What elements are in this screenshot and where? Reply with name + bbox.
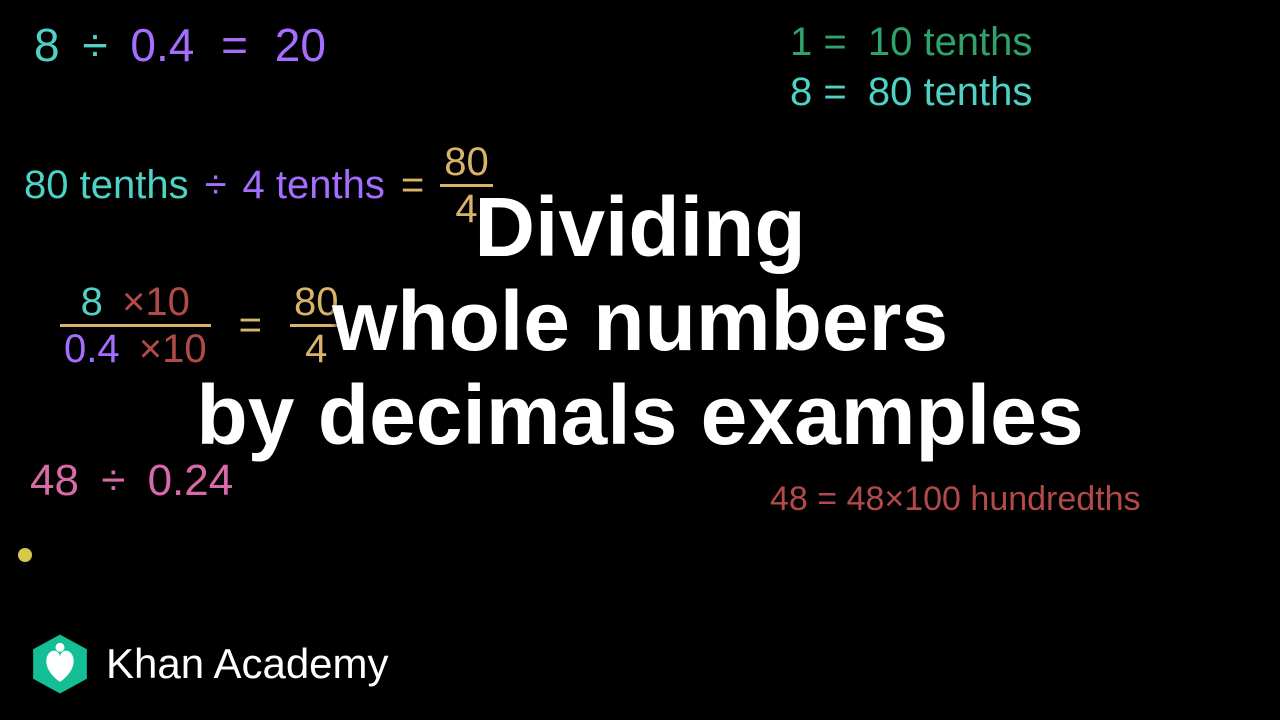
eq4-a: 48 <box>30 456 79 505</box>
eq4: 48 ÷ 0.24 <box>30 456 233 506</box>
eq4-div: ÷ <box>101 456 125 505</box>
khan-logo-icon <box>28 632 92 696</box>
eq1: 8 ÷ 0.4 = 20 <box>34 18 326 72</box>
tenths-8eq: 8 = <box>790 70 847 114</box>
eq4-b: 0.24 <box>148 456 234 505</box>
brand-bar: Khan Academy <box>28 632 389 696</box>
hundredths-line: 48 = 48×100 hundredths <box>770 480 1141 519</box>
cursor-dot <box>18 548 32 562</box>
eq1-ans: 20 <box>275 19 326 71</box>
tenths-line1: 1 = 10 tenths <box>790 20 1032 65</box>
hundredths-text: 48 = 48×100 hundredths <box>770 480 1141 518</box>
tenths-10t: 10 tenths <box>868 20 1033 64</box>
brand-text: Khan Academy <box>106 640 389 688</box>
eq1-8: 8 <box>34 19 60 71</box>
eq1-eq: = <box>221 19 248 71</box>
title-line1: Dividing <box>0 180 1280 274</box>
eq1-div: ÷ <box>82 19 107 71</box>
eq1-04: 0.4 <box>130 19 194 71</box>
eq2-frac-num: 80 <box>440 140 493 184</box>
tenths-line2: 8 = 80 tenths <box>790 70 1032 115</box>
title-line2: whole numbers <box>0 274 1280 368</box>
tenths-1eq: 1 = <box>790 20 847 64</box>
tenths-80t: 80 tenths <box>868 70 1033 114</box>
video-title-overlay: Dividing whole numbers by decimals examp… <box>0 180 1280 462</box>
title-line3: by decimals examples <box>0 368 1280 462</box>
